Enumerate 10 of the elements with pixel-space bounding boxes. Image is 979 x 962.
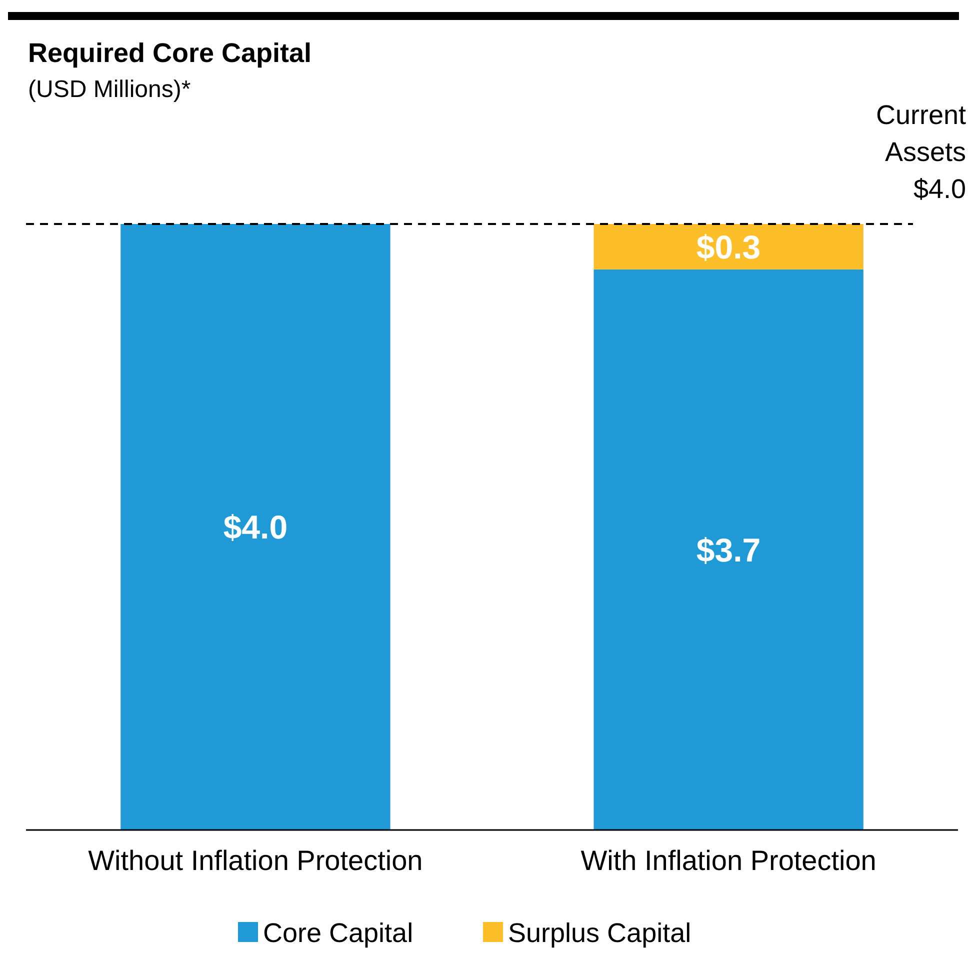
data-label: $0.3 — [696, 228, 761, 266]
chart-title: Required Core Capital — [28, 38, 312, 68]
data-label: $4.0 — [223, 508, 288, 546]
x-tick-label: With Inflation Protection — [580, 845, 876, 876]
chart-subtitle: (USD Millions)* — [28, 76, 191, 103]
legend-label: Core Capital — [263, 918, 414, 948]
data-label: $3.7 — [696, 531, 761, 568]
ref-line-label: Current Assets $4.0 — [876, 100, 966, 204]
x-tick-label: Without Inflation Protection — [88, 845, 423, 876]
legend-label: Surplus Capital — [508, 918, 692, 948]
